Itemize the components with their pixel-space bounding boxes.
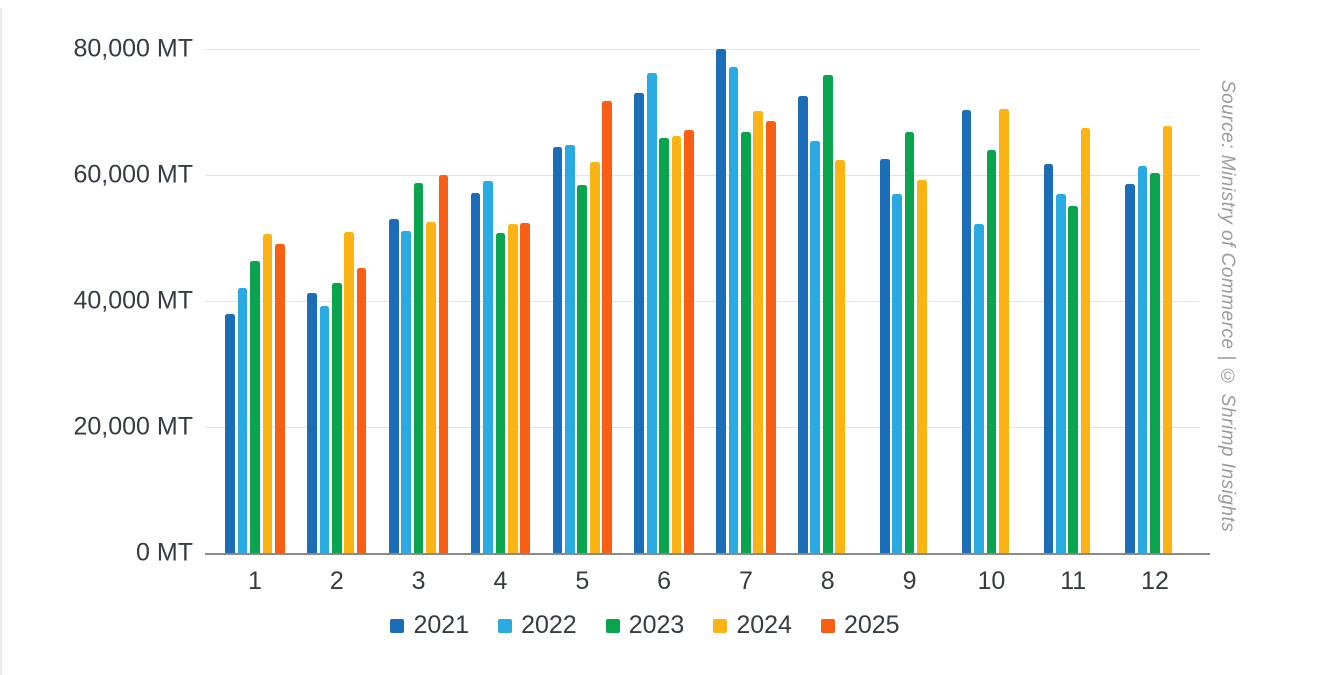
bar-2022-month-7[interactable] <box>728 66 739 553</box>
x-axis-label-7: 7 <box>738 567 753 595</box>
bar-2024-month-10[interactable] <box>998 108 1009 553</box>
legend-swatch-2021 <box>390 618 405 633</box>
legend-item-2022[interactable]: 2022 <box>498 612 577 639</box>
legend-label-2023: 2023 <box>628 611 685 639</box>
x-axis-label-5: 5 <box>575 567 590 595</box>
bar-2024-month-3[interactable] <box>426 221 436 553</box>
bar-2022-month-9[interactable] <box>892 193 902 553</box>
y-axis-label-40000: 40,000 MT <box>73 286 193 315</box>
bar-2023-month-2[interactable] <box>331 283 342 553</box>
y-axis-label-60000: 60,000 MT <box>73 160 193 189</box>
bar-2022-month-1[interactable] <box>237 287 248 553</box>
legend-item-2023[interactable]: 2023 <box>605 611 685 639</box>
bar-2022-month-8[interactable] <box>810 140 821 553</box>
bar-2024-month-11[interactable] <box>1080 127 1091 553</box>
legend-label-2024: 2024 <box>736 611 792 639</box>
bar-2021-month-7[interactable] <box>716 49 726 553</box>
bar-2025-month-5[interactable] <box>602 101 612 553</box>
legend-swatch-2023 <box>605 618 620 633</box>
y-axis-label-0: 0 MT <box>136 538 193 567</box>
bar-2021-month-10[interactable] <box>961 110 972 553</box>
bar-2024-month-2[interactable] <box>344 231 355 553</box>
bar-2025-month-4[interactable] <box>520 222 531 553</box>
legend-swatch-2025 <box>820 618 835 633</box>
x-axis-label-11: 11 <box>1060 567 1087 595</box>
legend-item-2025[interactable]: 2025 <box>820 611 900 639</box>
x-axis-line <box>205 553 1210 555</box>
legend-label-2025: 2025 <box>843 611 900 639</box>
bar-2021-month-12[interactable] <box>1125 184 1136 553</box>
legend-item-2021[interactable]: 2021 <box>390 612 469 639</box>
bar-2022-month-3[interactable] <box>401 231 412 553</box>
x-axis-label-4: 4 <box>493 567 508 595</box>
bar-2024-month-4[interactable] <box>508 224 518 553</box>
bar-2021-month-8[interactable] <box>798 95 808 553</box>
bar-2025-month-7[interactable] <box>765 121 776 553</box>
bar-2023-month-10[interactable] <box>986 149 997 553</box>
bar-2025-month-6[interactable] <box>684 130 694 553</box>
bar-2025-month-1[interactable] <box>274 244 285 553</box>
legend-label-2022: 2022 <box>521 611 577 639</box>
gridline-80000 <box>205 49 1200 50</box>
bar-2024-month-1[interactable] <box>262 234 273 553</box>
bar-2025-month-2[interactable] <box>356 267 367 553</box>
bar-2021-month-9[interactable] <box>879 159 890 553</box>
gridline-20000 <box>205 427 1200 428</box>
bar-2022-month-5[interactable] <box>565 144 575 553</box>
x-axis-label-6: 6 <box>657 567 672 595</box>
bar-2021-month-1[interactable] <box>225 313 236 553</box>
x-axis-label-10: 10 <box>977 567 1006 595</box>
bar-2023-month-4[interactable] <box>495 232 506 553</box>
gridline-40000 <box>205 301 1200 302</box>
bar-2022-month-4[interactable] <box>483 181 493 553</box>
bar-2024-month-12[interactable] <box>1162 125 1173 553</box>
y-axis-label-20000: 20,000 MT <box>73 412 193 441</box>
bar-2021-month-2[interactable] <box>307 292 317 553</box>
bar-2022-month-11[interactable] <box>1055 193 1066 553</box>
gridline-60000 <box>205 175 1200 176</box>
bar-2024-month-5[interactable] <box>589 161 600 553</box>
x-axis-label-9: 9 <box>902 567 917 595</box>
bar-2021-month-5[interactable] <box>552 146 563 553</box>
source-attribution: Source: Ministry of Commerce | © Shrimp … <box>1217 80 1238 533</box>
bar-2023-month-6[interactable] <box>659 137 669 553</box>
x-axis-label-3: 3 <box>411 567 426 595</box>
x-axis-label-1: 1 <box>248 567 262 595</box>
bar-2024-month-8[interactable] <box>835 159 845 553</box>
bar-2022-month-10[interactable] <box>974 224 984 553</box>
bar-2021-month-3[interactable] <box>388 219 399 553</box>
bar-2024-month-9[interactable] <box>917 180 927 553</box>
bar-2023-month-8[interactable] <box>822 75 833 553</box>
legend-label-2021: 2021 <box>413 611 470 639</box>
bar-2021-month-4[interactable] <box>470 192 481 553</box>
bar-2023-month-11[interactable] <box>1068 205 1079 553</box>
legend-swatch-2022 <box>498 618 513 633</box>
bar-2022-month-6[interactable] <box>646 72 657 553</box>
x-axis-label-12: 12 <box>1141 567 1169 595</box>
legend: 2021 2022 2023 2024 2025 <box>0 612 1290 639</box>
bar-2023-month-5[interactable] <box>577 185 588 553</box>
x-axis-label-2: 2 <box>329 567 344 595</box>
bar-2022-month-2[interactable] <box>319 306 330 553</box>
bar-2022-month-12[interactable] <box>1137 166 1148 553</box>
bar-2023-month-7[interactable] <box>741 132 751 553</box>
bar-2023-month-3[interactable] <box>413 182 424 553</box>
legend-item-2024[interactable]: 2024 <box>713 612 792 639</box>
legend-swatch-2024 <box>713 618 728 633</box>
bar-2021-month-6[interactable] <box>634 93 645 553</box>
bar-2023-month-9[interactable] <box>904 132 915 553</box>
bar-2021-month-11[interactable] <box>1043 164 1054 553</box>
x-axis-label-8: 8 <box>820 567 835 595</box>
bar-2024-month-7[interactable] <box>753 110 764 553</box>
bar-2025-month-3[interactable] <box>438 175 449 553</box>
bar-2024-month-6[interactable] <box>671 135 682 553</box>
bar-2023-month-1[interactable] <box>250 261 260 553</box>
bar-2023-month-12[interactable] <box>1150 173 1160 553</box>
y-axis-label-80000: 80,000 MT <box>73 34 193 63</box>
